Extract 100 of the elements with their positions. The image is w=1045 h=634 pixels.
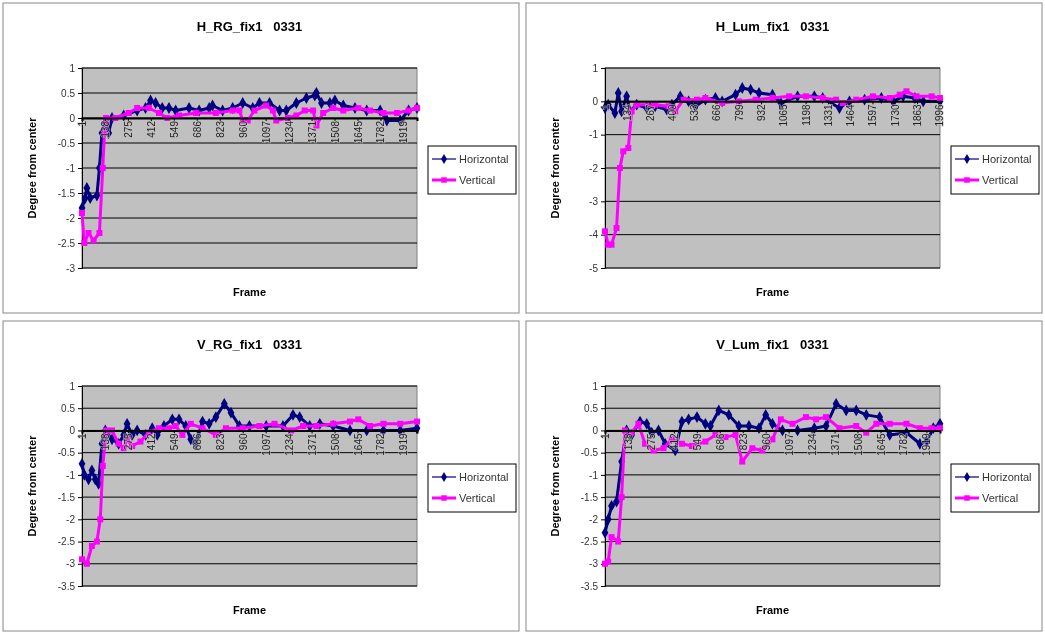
x-tick-label: 533 bbox=[689, 103, 701, 122]
x-axis-title: Frame bbox=[232, 286, 267, 298]
x-tick-label: 1730 bbox=[889, 103, 901, 127]
legend-label: Horizontal bbox=[982, 153, 1032, 165]
y-tick-label: -3.5 bbox=[580, 580, 599, 592]
y-axis-title: Degree from center bbox=[26, 434, 38, 537]
y-tick-label: 0 bbox=[69, 112, 76, 124]
x-tick-label: 1597 bbox=[867, 103, 879, 127]
x-tick-label: 1645 bbox=[875, 433, 887, 456]
x-tick-label: 1782 bbox=[375, 120, 387, 144]
y-tick-label: -2 bbox=[66, 212, 76, 224]
y-tick-label: -2.5 bbox=[580, 536, 599, 548]
x-tick-label: 412 bbox=[145, 120, 157, 138]
x-tick-label: 1508 bbox=[329, 120, 341, 144]
x-tick-label: 138 bbox=[622, 433, 634, 451]
x-tick-label: 1919 bbox=[921, 433, 933, 456]
y-tick-label: -1 bbox=[589, 469, 599, 481]
y-tick-label: 0.5 bbox=[584, 402, 599, 414]
y-tick-label: -1 bbox=[66, 469, 76, 481]
x-axis-title: Frame bbox=[232, 604, 267, 616]
x-tick-label: 1371 bbox=[306, 120, 318, 144]
y-tick-label: 0.5 bbox=[61, 402, 76, 414]
y-tick-label: -5 bbox=[589, 262, 599, 274]
x-tick-label: 1645 bbox=[352, 433, 364, 456]
x-tick-label: 1782 bbox=[898, 433, 910, 456]
y-tick-label: -3 bbox=[589, 558, 599, 570]
x-tick-label: 412 bbox=[668, 433, 680, 451]
legend-label: Vertical bbox=[982, 174, 1019, 186]
x-tick-label: 1331 bbox=[822, 103, 834, 127]
y-tick-label: 1 bbox=[69, 62, 76, 74]
x-tick-label: 686 bbox=[191, 433, 203, 451]
y-tick-label: -2 bbox=[589, 162, 599, 174]
x-axis-title: Frame bbox=[755, 286, 790, 298]
y-tick-label: -1 bbox=[589, 129, 599, 141]
legend-label: Horizontal bbox=[459, 471, 509, 483]
x-tick-label: 1371 bbox=[829, 433, 841, 456]
chart-title: H_RG_fix1 0331 bbox=[196, 19, 303, 34]
y-tick-label: -3 bbox=[66, 262, 76, 274]
y-tick-label: -1.5 bbox=[580, 491, 599, 503]
x-tick-label: 686 bbox=[714, 433, 726, 451]
x-tick-label: 1996 bbox=[934, 103, 946, 127]
y-tick-label: -0.5 bbox=[57, 137, 76, 149]
y-tick-label: 1 bbox=[592, 62, 599, 74]
x-tick-label: 1371 bbox=[306, 433, 318, 456]
y-tick-label: 1 bbox=[69, 380, 76, 392]
x-tick-label: 275 bbox=[645, 433, 657, 451]
chart-title: V_Lum_fix1 0331 bbox=[716, 337, 829, 352]
y-tick-label: -3 bbox=[589, 196, 599, 208]
x-tick-label: 1464 bbox=[845, 103, 857, 127]
y-axis-title: Degree from center bbox=[26, 116, 38, 219]
chart-title: H_Lum_fix1 0331 bbox=[715, 19, 830, 34]
y-tick-label: -2.5 bbox=[57, 536, 76, 548]
legend-label: Horizontal bbox=[982, 471, 1032, 483]
x-tick-label: 138 bbox=[99, 433, 111, 451]
x-tick-label: 1782 bbox=[375, 433, 387, 456]
x-tick-label: 1 bbox=[77, 120, 88, 127]
y-tick-label: -1.5 bbox=[57, 187, 76, 199]
y-tick-label: 1 bbox=[592, 380, 599, 392]
y-tick-label: 0 bbox=[592, 96, 599, 108]
x-tick-label: 134 bbox=[622, 103, 634, 122]
x-tick-label: 400 bbox=[666, 103, 678, 122]
y-tick-label: -0.5 bbox=[57, 447, 76, 459]
legend-label: Vertical bbox=[459, 174, 496, 186]
x-tick-label: 686 bbox=[191, 120, 203, 138]
x-tick-label: 1198 bbox=[800, 103, 812, 126]
x-axis-title: Frame bbox=[755, 604, 790, 616]
x-tick-label: 1 bbox=[600, 433, 611, 440]
y-tick-label: 0 bbox=[592, 425, 599, 437]
x-tick-label: 549 bbox=[168, 120, 180, 138]
x-tick-label: 138 bbox=[99, 120, 111, 138]
x-tick-label: 1919 bbox=[398, 120, 410, 144]
x-tick-label: 960 bbox=[760, 433, 772, 451]
x-tick-label: 823 bbox=[737, 433, 749, 451]
x-tick-label: 1065 bbox=[778, 103, 790, 127]
x-tick-label: 932 bbox=[756, 103, 768, 122]
x-tick-label: 1863 bbox=[912, 103, 924, 127]
x-tick-label: 1 bbox=[77, 433, 88, 440]
x-tick-label: 1645 bbox=[352, 120, 364, 144]
x-tick-label: 1 bbox=[600, 103, 611, 110]
x-tick-label: 1097 bbox=[783, 433, 795, 456]
y-tick-label: 0 bbox=[69, 425, 76, 437]
x-tick-label: 549 bbox=[691, 433, 703, 451]
chart-title: V_RG_fix1 0331 bbox=[197, 337, 302, 352]
x-tick-label: 1234 bbox=[283, 433, 295, 456]
x-tick-label: 666 bbox=[711, 103, 723, 122]
x-tick-label: 960 bbox=[237, 120, 249, 138]
y-tick-label: -1 bbox=[66, 162, 76, 174]
x-tick-label: 799 bbox=[733, 103, 745, 122]
y-tick-label: -2.5 bbox=[57, 237, 76, 249]
y-tick-label: -0.5 bbox=[580, 447, 599, 459]
x-tick-label: 1508 bbox=[329, 433, 341, 456]
y-tick-label: -1.5 bbox=[57, 491, 76, 503]
legend-label: Horizontal bbox=[459, 153, 509, 165]
y-tick-label: -4 bbox=[589, 229, 599, 241]
x-tick-label: 960 bbox=[237, 433, 249, 451]
y-tick-label: -3 bbox=[66, 558, 76, 570]
x-tick-label: 1919 bbox=[398, 433, 410, 456]
x-tick-label: 1508 bbox=[852, 433, 864, 456]
x-tick-label: 275 bbox=[122, 120, 134, 138]
x-tick-label: 1097 bbox=[260, 120, 272, 144]
